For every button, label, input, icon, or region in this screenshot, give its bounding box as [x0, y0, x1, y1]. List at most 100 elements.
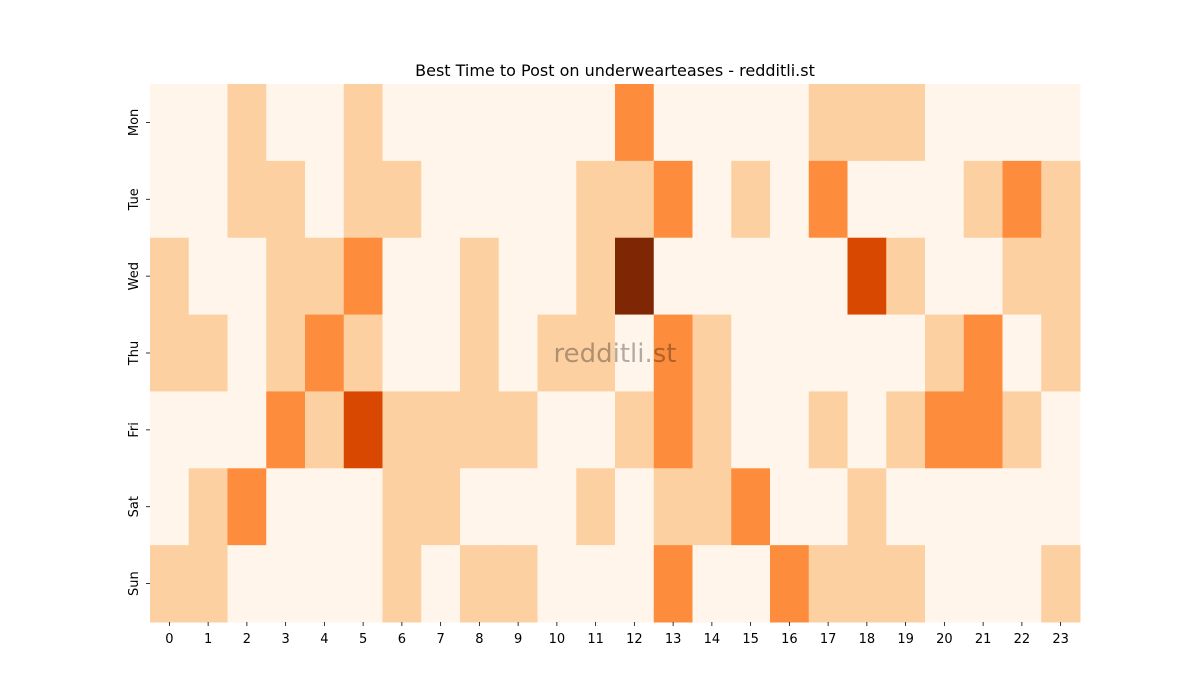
heatmap-cell-thu-1 — [188, 314, 228, 392]
heatmap-cell-sat-17 — [808, 468, 848, 546]
heatmap-cell-mon-13 — [653, 84, 693, 162]
heatmap-cell-tue-9 — [498, 160, 538, 239]
heatmap-cell-thu-19 — [886, 314, 926, 392]
heatmap-cell-tue-6 — [382, 160, 422, 239]
heatmap-cell-fri-18 — [847, 391, 887, 469]
heatmap-cell-fri-16 — [770, 391, 810, 469]
heatmap-cell-sat-14 — [692, 468, 732, 546]
heatmap-cell-mon-16 — [770, 84, 810, 162]
heatmap-cell-fri-0 — [150, 391, 190, 469]
heatmap-cell-sat-13 — [653, 468, 693, 546]
heatmap-cell-sat-20 — [925, 468, 965, 546]
heatmap-cell-wed-2 — [227, 237, 267, 316]
heatmap-cell-thu-2 — [227, 314, 267, 392]
heatmap-cell-wed-8 — [460, 237, 500, 316]
heatmap-cell-mon-11 — [576, 84, 616, 162]
heatmap-cell-mon-21 — [963, 84, 1003, 162]
heatmap-cell-thu-22 — [1002, 314, 1042, 392]
y-tick-label: Tue — [127, 188, 142, 211]
heatmap-cell-fri-8 — [460, 391, 500, 469]
heatmap-cell-sun-3 — [266, 545, 306, 623]
heatmap-cell-thu-0 — [150, 314, 190, 392]
heatmap-cell-wed-17 — [808, 237, 848, 316]
heatmap-cell-sun-20 — [925, 545, 965, 623]
x-tick-label: 1 — [204, 632, 212, 647]
heatmap-cell-mon-15 — [731, 84, 771, 162]
heatmap-cell-fri-4 — [305, 391, 345, 469]
heatmap-cell-sun-16 — [770, 545, 810, 623]
heatmap-cell-sat-3 — [266, 468, 306, 546]
x-tick-label: 19 — [897, 632, 914, 647]
heatmap-cell-mon-2 — [227, 84, 267, 162]
heatmap-cell-tue-2 — [227, 160, 267, 239]
x-tick-label: 4 — [320, 632, 328, 647]
heatmap-cell-thu-23 — [1041, 314, 1081, 392]
heatmap-cell-thu-13 — [653, 314, 693, 392]
heatmap-cell-tue-17 — [808, 160, 848, 239]
heatmap-cell-tue-7 — [421, 160, 461, 239]
heatmap-cell-sat-4 — [305, 468, 345, 546]
heatmap-cell-sun-12 — [615, 545, 655, 623]
heatmap-cell-mon-0 — [150, 84, 190, 162]
x-tick-label: 15 — [742, 632, 759, 647]
heatmap-cell-tue-18 — [847, 160, 887, 239]
heatmap-cell-thu-4 — [305, 314, 345, 392]
x-tick-label: 2 — [243, 632, 251, 647]
x-tick-label: 16 — [781, 632, 798, 647]
heatmap-cell-sat-21 — [963, 468, 1003, 546]
heatmap-cell-tue-8 — [460, 160, 500, 239]
heatmap-cell-sat-16 — [770, 468, 810, 546]
x-tick-label: 18 — [859, 632, 876, 647]
heatmap-cell-fri-7 — [421, 391, 461, 469]
heatmap-cell-thu-3 — [266, 314, 306, 392]
heatmap-cell-thu-11 — [576, 314, 616, 392]
heatmap-cell-sat-0 — [150, 468, 190, 546]
heatmap-cell-thu-20 — [925, 314, 965, 392]
heatmap-cell-thu-5 — [343, 314, 383, 392]
heatmap-cell-fri-10 — [537, 391, 577, 469]
heatmap-cell-tue-5 — [343, 160, 383, 239]
heatmap-cell-sun-23 — [1041, 545, 1081, 623]
heatmap-cell-sun-2 — [227, 545, 267, 623]
heatmap-cell-thu-7 — [421, 314, 461, 392]
heatmap-cell-thu-12 — [615, 314, 655, 392]
heatmap-cell-tue-13 — [653, 160, 693, 239]
heatmap-cell-sun-17 — [808, 545, 848, 623]
heatmap-cell-sat-22 — [1002, 468, 1042, 546]
y-tick-label: Fri — [127, 422, 142, 438]
x-tick-label: 0 — [165, 632, 173, 647]
heatmap-cell-fri-13 — [653, 391, 693, 469]
heatmap-cell-tue-10 — [537, 160, 577, 239]
heatmap-cell-sun-11 — [576, 545, 616, 623]
heatmap-cell-fri-3 — [266, 391, 306, 469]
heatmap-cell-sun-4 — [305, 545, 345, 623]
heatmap-cell-sun-8 — [460, 545, 500, 623]
heatmap-cell-mon-18 — [847, 84, 887, 162]
x-tick-label: 17 — [820, 632, 837, 647]
heatmap-cell-sat-2 — [227, 468, 267, 546]
heatmap-cell-sun-1 — [188, 545, 228, 623]
heatmap-cell-fri-12 — [615, 391, 655, 469]
x-tick-label: 13 — [665, 632, 682, 647]
heatmap-cell-fri-17 — [808, 391, 848, 469]
heatmap-cell-tue-14 — [692, 160, 732, 239]
heatmap-cell-mon-1 — [188, 84, 228, 162]
heatmap-cell-mon-14 — [692, 84, 732, 162]
x-tick-label: 21 — [975, 632, 992, 647]
heatmap-cell-tue-12 — [615, 160, 655, 239]
heatmap-cell-wed-5 — [343, 237, 383, 316]
heatmap-cell-sun-5 — [343, 545, 383, 623]
y-tick-label: Thu — [127, 341, 142, 366]
heatmap-cell-sun-19 — [886, 545, 926, 623]
heatmap-cell-tue-20 — [925, 160, 965, 239]
heatmap-cell-wed-15 — [731, 237, 771, 316]
heatmap-cell-thu-16 — [770, 314, 810, 392]
heatmap-cell-mon-23 — [1041, 84, 1081, 162]
heatmap-cell-sun-6 — [382, 545, 422, 623]
heatmap-cell-wed-1 — [188, 237, 228, 316]
x-tick-label: 23 — [1052, 632, 1069, 647]
heatmap-cell-sat-7 — [421, 468, 461, 546]
heatmap-cell-sun-22 — [1002, 545, 1042, 623]
heatmap-cell-tue-19 — [886, 160, 926, 239]
